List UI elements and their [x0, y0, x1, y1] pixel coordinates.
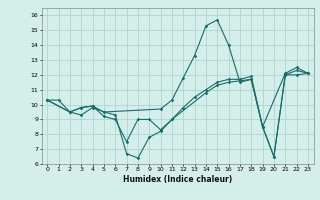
X-axis label: Humidex (Indice chaleur): Humidex (Indice chaleur) — [123, 175, 232, 184]
